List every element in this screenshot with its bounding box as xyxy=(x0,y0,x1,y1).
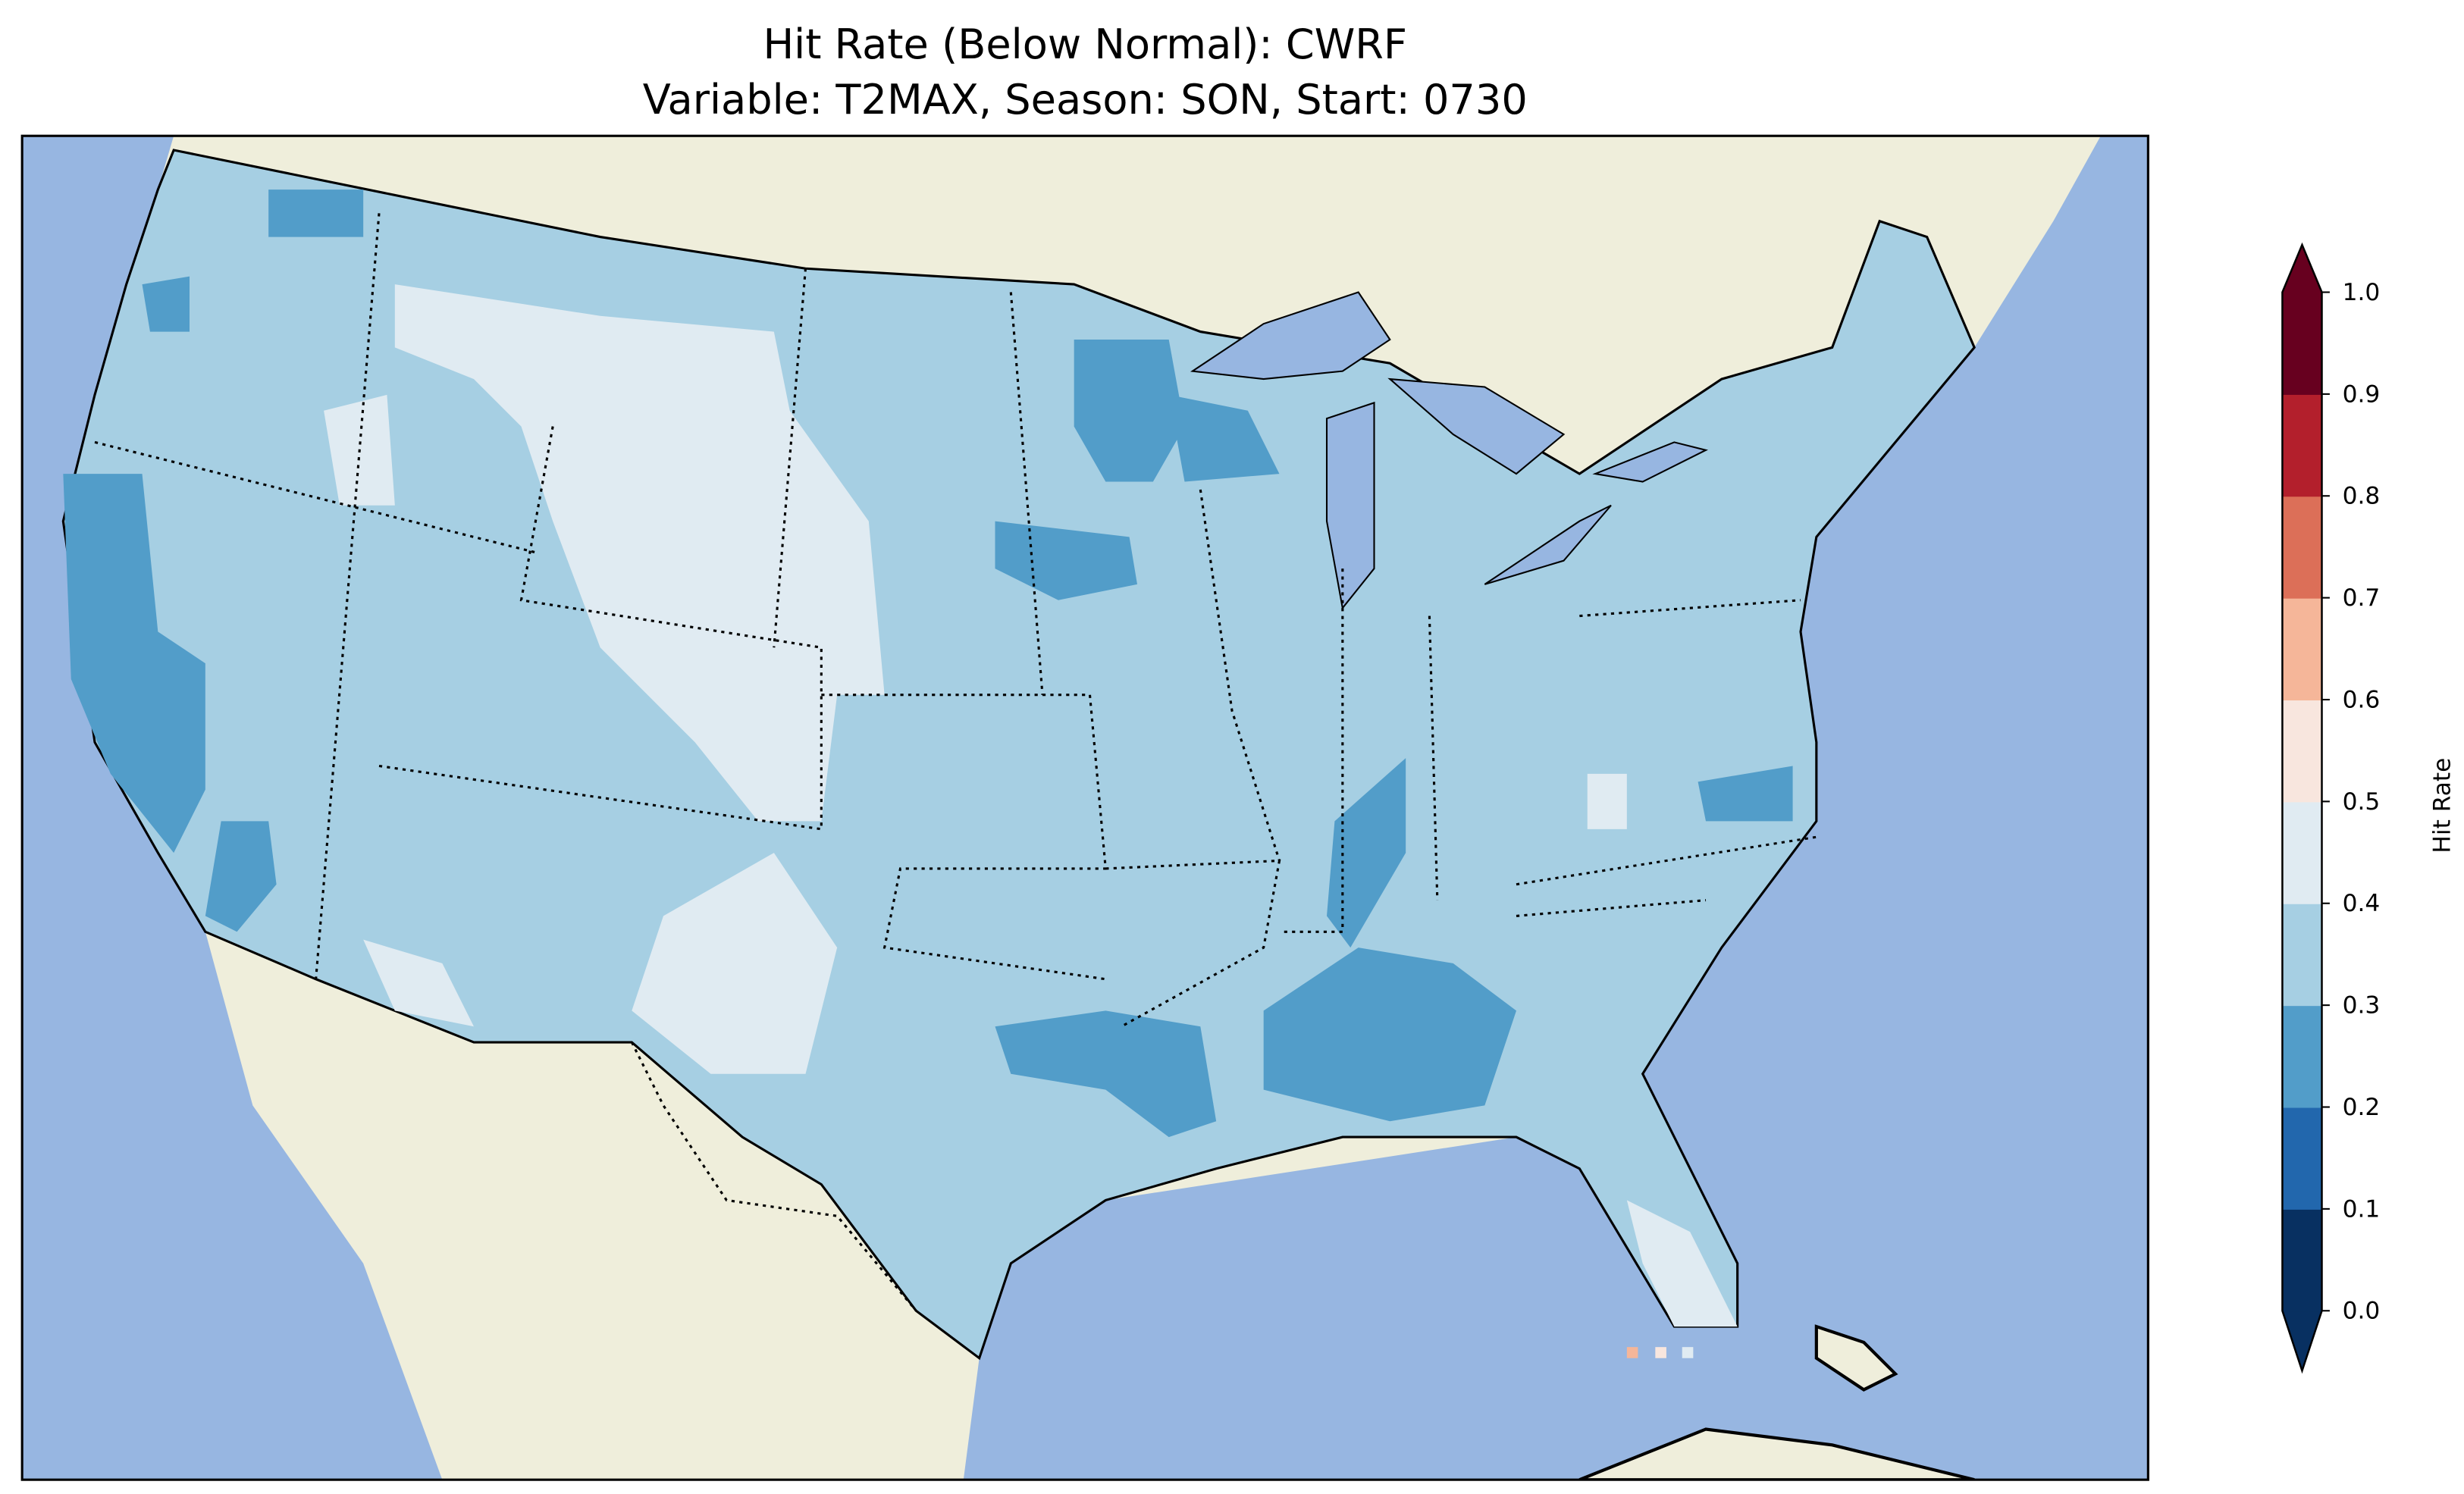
colorbar-tick-label: 0.8 xyxy=(2343,483,2381,510)
colorbar-segment xyxy=(2282,496,2322,599)
great-lakes xyxy=(1190,291,1708,610)
title-line-1: Hit Rate (Below Normal): CWRF xyxy=(763,20,1407,68)
colorbar-segment xyxy=(2282,1005,2322,1108)
state-boundaries xyxy=(94,213,1817,1312)
pacific-ocean xyxy=(22,136,443,1480)
colorbar-tick-label: 0.4 xyxy=(2343,890,2381,917)
caribbean-land xyxy=(1578,1427,1975,1480)
colorbar-label: Hit Rate xyxy=(2428,758,2456,853)
colorbar-segment xyxy=(2282,292,2322,395)
colorbar: 0.0 0.1 0.2 0.3 0.4 0.5 0.6 0.7 0.8 0.9 1.0 xyxy=(2281,242,2381,1374)
colorbar-tick-label: 1.0 xyxy=(2343,279,2381,306)
pixel-markers xyxy=(1626,1347,1694,1358)
colorbar-segment xyxy=(2282,700,2322,803)
colorbar-tick-label: 0.1 xyxy=(2343,1195,2381,1223)
cuba-land xyxy=(1814,1324,1898,1392)
colorbar-segment xyxy=(2282,393,2322,497)
title-line-2: Variable: T2MAX, Season: SON, Start: 073… xyxy=(643,76,1528,124)
colorbar-segment xyxy=(2282,597,2322,701)
map-frame xyxy=(20,134,2149,1481)
colorbar-tick-label: 0.3 xyxy=(2343,992,2381,1019)
colorbar-segment xyxy=(2282,1107,2322,1210)
atlantic-gulf-ocean xyxy=(963,136,2149,1480)
colorbar-extend-low xyxy=(2282,1311,2322,1371)
colorbar-tick-label: 0.0 xyxy=(2343,1298,2381,1325)
map-axes xyxy=(20,134,2149,1481)
colorbar-tick-label: 0.2 xyxy=(2343,1094,2381,1121)
colorbar-tick-label: 0.6 xyxy=(2343,686,2381,713)
colorbar-tick-label: 0.5 xyxy=(2343,788,2381,816)
colorbar-extend-high xyxy=(2282,245,2322,293)
colorbar-segment xyxy=(2282,1208,2322,1312)
colorbar-tick-label: 0.9 xyxy=(2343,381,2381,408)
colorbar-segment xyxy=(2282,801,2322,904)
colorbar-segment xyxy=(2282,903,2322,1007)
colorbar-tick-label: 0.7 xyxy=(2343,584,2381,612)
hit-rate-0.2-0.3-patches xyxy=(63,189,1793,1138)
hit-rate-0.4-0.5-patches xyxy=(324,284,1738,1327)
